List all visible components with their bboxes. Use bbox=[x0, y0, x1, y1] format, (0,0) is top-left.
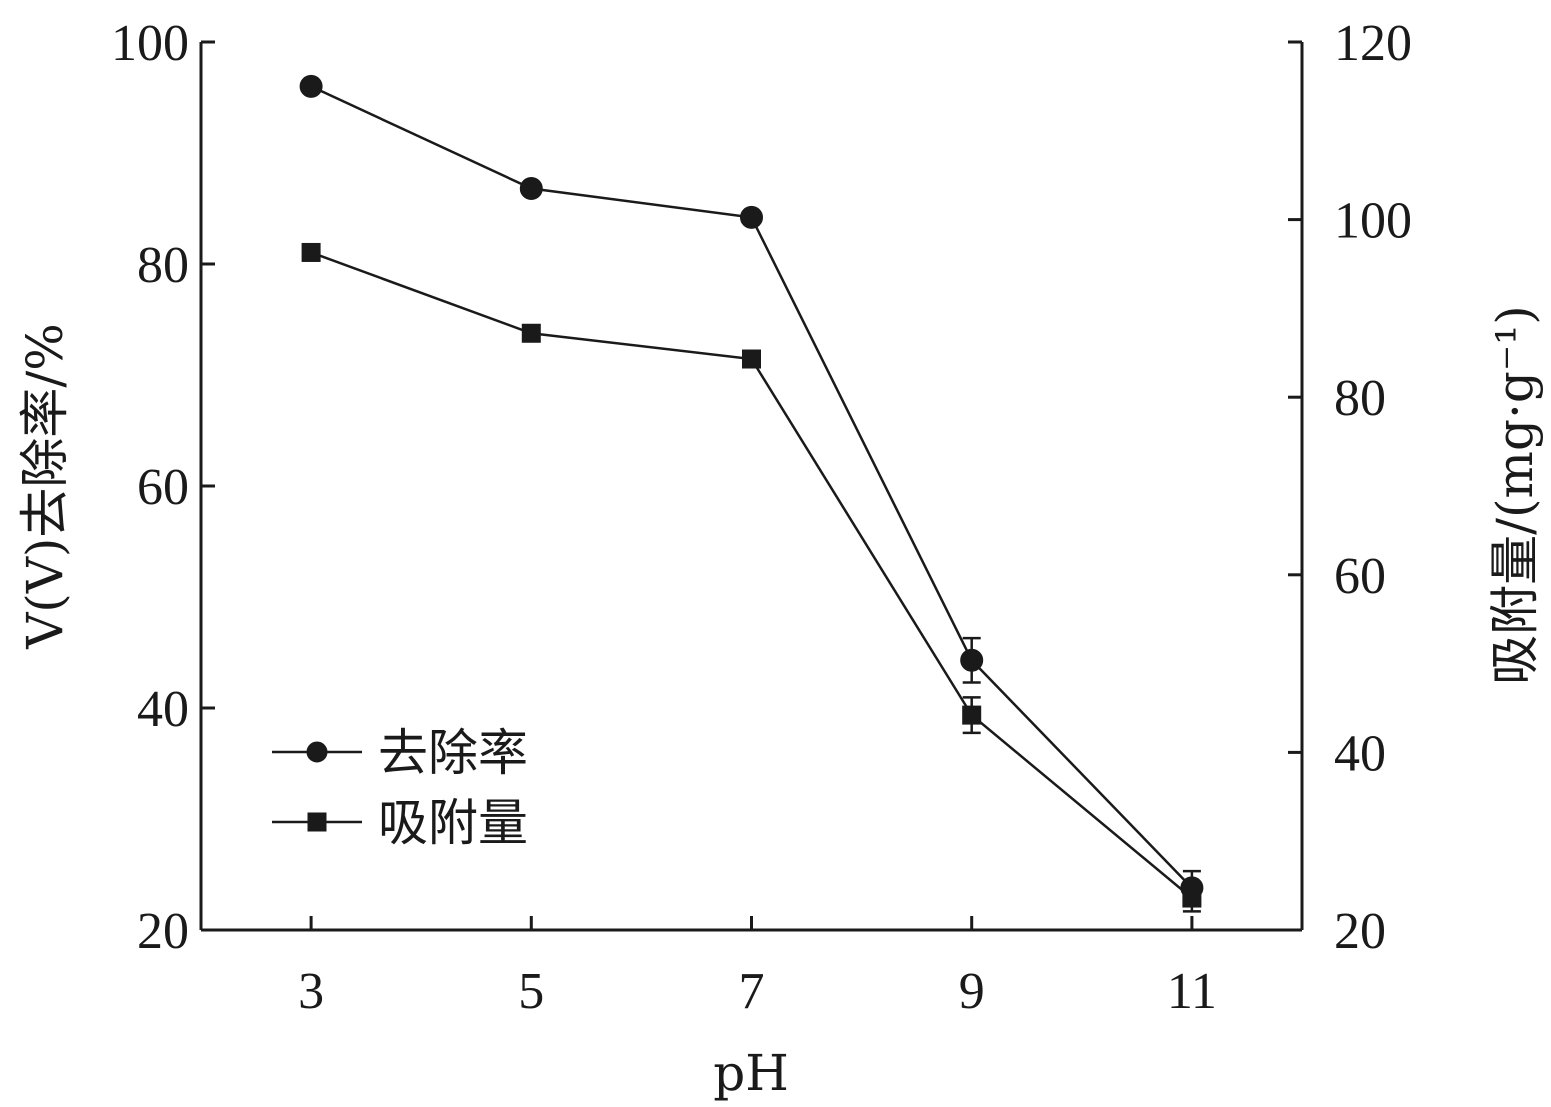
data-point-circle bbox=[299, 74, 323, 98]
data-point-square bbox=[962, 705, 982, 725]
left-axis-title: V(V)去除率/% bbox=[16, 323, 74, 650]
x-axis-ticks: 3 5 7 9 11 bbox=[298, 916, 1217, 1020]
right-axis-title: 吸附量/(mg·g⁻¹) bbox=[1486, 305, 1544, 685]
legend-label-adsorption: 吸附量 bbox=[378, 794, 528, 852]
x-tick-label: 3 bbox=[298, 963, 324, 1020]
data-point-circle bbox=[960, 648, 984, 672]
left-tick-label: 80 bbox=[137, 237, 189, 294]
left-tick-label: 60 bbox=[137, 459, 189, 516]
right-tick-label: 120 bbox=[1334, 15, 1412, 72]
right-tick-label: 80 bbox=[1334, 370, 1386, 427]
x-tick-label: 7 bbox=[739, 963, 765, 1020]
series-layer bbox=[299, 74, 1204, 913]
x-tick-label: 9 bbox=[959, 963, 985, 1020]
x-tick-label: 11 bbox=[1167, 963, 1217, 1020]
data-point-square bbox=[521, 323, 541, 343]
left-tick-label: 20 bbox=[137, 903, 189, 960]
legend-marker-square bbox=[307, 812, 327, 832]
right-tick-label: 20 bbox=[1334, 903, 1386, 960]
left-tick-label: 40 bbox=[137, 681, 189, 738]
x-axis-title: pH bbox=[713, 1044, 789, 1102]
data-point-square bbox=[301, 242, 321, 262]
left-tick-label: 100 bbox=[111, 15, 189, 72]
right-axis-ticks: 20 40 60 80 100 120 bbox=[1288, 15, 1412, 960]
left-axis-ticks: 20 40 60 80 100 bbox=[111, 15, 215, 960]
data-point-square bbox=[1182, 888, 1202, 908]
data-point-square bbox=[742, 349, 761, 369]
data-point-circle bbox=[519, 177, 543, 201]
legend-marker-circle bbox=[306, 741, 328, 763]
legend-label-removal: 去除率 bbox=[378, 724, 528, 782]
data-point-circle bbox=[740, 205, 763, 229]
right-tick-label: 60 bbox=[1334, 548, 1386, 605]
right-tick-label: 100 bbox=[1334, 193, 1412, 250]
legend: 去除率 吸附量 bbox=[272, 724, 528, 852]
right-tick-label: 40 bbox=[1334, 725, 1386, 782]
x-tick-label: 5 bbox=[518, 963, 544, 1020]
